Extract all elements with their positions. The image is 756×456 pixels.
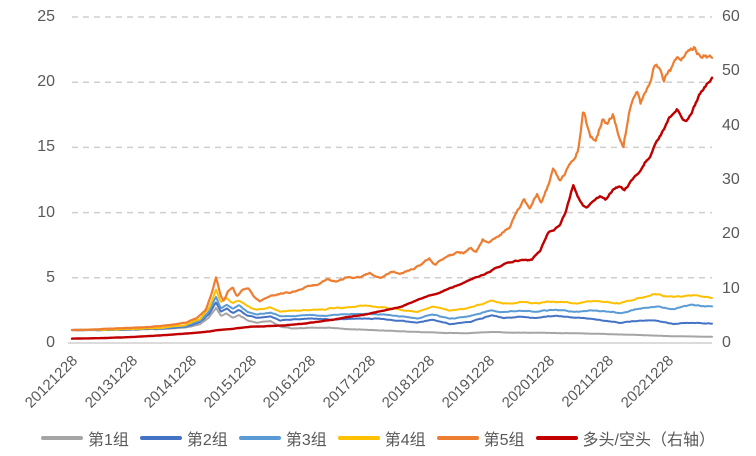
y-left-tick-label: 20 [37, 73, 55, 91]
y-right-tick-label: 50 [722, 62, 740, 80]
legend-line-swatch [436, 436, 479, 440]
legend-line-swatch [139, 436, 182, 440]
y-left-tick-label: 25 [37, 8, 55, 25]
y-left-tick-label: 10 [37, 203, 55, 221]
legend-item-5: 第5组 [436, 426, 525, 450]
legend-line-swatch [337, 436, 380, 440]
legend-label: 第4组 [384, 432, 426, 449]
legend-item-3: 第3组 [238, 426, 327, 450]
legend-label: 第5组 [483, 432, 525, 449]
y-right-tick-label: 0 [722, 334, 731, 351]
series-line-5 [70, 45, 714, 332]
legend-label: 第3组 [285, 432, 327, 449]
legend-item-1: 第1组 [41, 426, 129, 450]
legend-line-swatch [238, 436, 281, 440]
legend-label: 第1组 [88, 432, 129, 449]
legend-item-6: 多头/空头（右轴） [535, 426, 715, 450]
legend: 第1组 第2组 第3组 第4组 第5组 多头/空头（右轴） [0, 426, 756, 450]
series-line-6 [70, 76, 714, 340]
legend-label: 第2组 [186, 432, 228, 449]
legend-label: 多头/空头（右轴） [582, 432, 715, 449]
y-left-tick-label: 0 [46, 334, 55, 351]
legend-item-4: 第4组 [337, 426, 426, 450]
y-right-tick-label: 10 [722, 279, 740, 297]
legend-line-swatch [535, 436, 578, 440]
y-right-tick-label: 60 [722, 8, 740, 25]
legend-item-2: 第2组 [139, 426, 228, 450]
y-right-tick-label: 40 [722, 116, 740, 134]
y-right-tick-label: 20 [722, 225, 740, 243]
legend-line-swatch [41, 436, 83, 440]
y-left-tick-label: 5 [46, 268, 55, 286]
y-left-tick-label: 15 [37, 138, 55, 156]
y-right-tick-label: 30 [722, 171, 740, 188]
